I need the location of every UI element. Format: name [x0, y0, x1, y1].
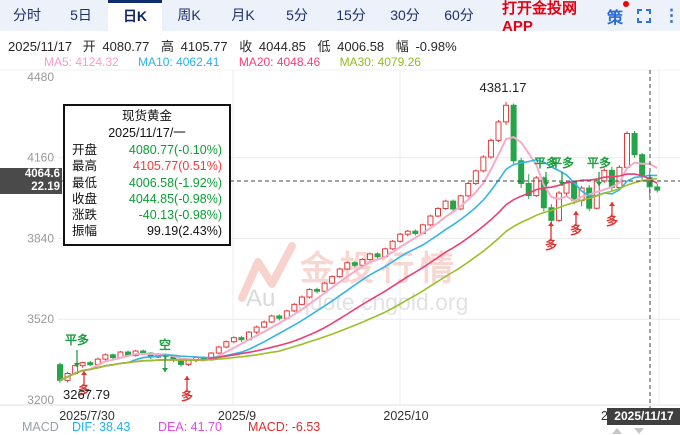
close-label: 收 — [239, 39, 253, 54]
strategy-label: 策 — [606, 9, 623, 27]
crosshair-date-badge: 2025/11/17 — [607, 408, 680, 425]
tab-5day[interactable]: 5日 — [70, 7, 92, 23]
x-axis-label: 2025/7/30 — [59, 409, 115, 423]
ma-line-ma5 — [59, 136, 658, 382]
y-axis-label: 3520 — [27, 312, 54, 326]
tooltip-title: 现货黄金 — [121, 109, 172, 123]
svg-text:Au: Au — [246, 285, 275, 312]
macd-label: MACD — [22, 420, 59, 434]
crosshair-indicator-value: 22.19 — [31, 181, 60, 193]
trade-signal-annotation: 平多 — [65, 332, 89, 367]
tooltip-row: 振幅 99.19(2.43%) — [72, 224, 222, 239]
trade-signal-annotation: 空 — [159, 337, 171, 372]
scroll-up-triangle-icon[interactable] — [612, 428, 622, 434]
trade-signal-annotation: 多 — [570, 211, 582, 237]
ohlc-tooltip: 现货黄金 2025/11/17/一 开盘 4080.77(-0.10%) 最高 410… — [63, 104, 231, 246]
tooltip-row: 开盘 4080.77(-0.10%) — [72, 143, 222, 157]
tab-5min[interactable]: 5分 — [286, 7, 308, 23]
scroll-down-triangle-icon[interactable] — [634, 428, 644, 434]
ma20-value: MA20: 4048.46 — [238, 55, 321, 69]
strategy-button[interactable]: 策 — [606, 0, 629, 28]
trade-signal-annotation: 平多 — [550, 155, 574, 186]
crosshair-price: 4064.6 — [24, 168, 60, 180]
ma5-value: MA5: 4124.32 — [44, 55, 119, 69]
svg-text:平多: 平多 — [587, 155, 611, 170]
open-label: 开 — [82, 39, 96, 54]
tooltip-rows: 开盘 4080.77(-0.10%) 最高 4105.77(0.51%) 最低 4006.… — [72, 142, 222, 240]
trade-signal-annotation: 多 — [78, 371, 90, 397]
tab-daily-k[interactable]: 日K — [108, 0, 162, 31]
svg-text:空: 空 — [159, 337, 171, 352]
crosshair-price-badge: 4064.6 22.19 — [0, 168, 62, 194]
dea-value: DEA: 41.70 — [158, 420, 222, 434]
y-axis-label: 3840 — [27, 231, 54, 245]
svg-text:平多: 平多 — [550, 155, 574, 170]
low-label: 低 — [317, 39, 331, 54]
ma-values-row: MA5: 4124.32 MA10: 4062.41 MA20: 4048.46… — [44, 55, 437, 69]
fullscreen-icon[interactable] — [637, 8, 651, 23]
tab-60min[interactable]: 60分 — [444, 7, 474, 23]
x-axis-label: 2025/9 — [217, 409, 257, 423]
macd-value: MACD: -6.53 — [248, 420, 321, 434]
svg-text:多: 多 — [570, 222, 582, 237]
tooltip-row: 最低 4006.58(-1.92%) — [72, 175, 222, 190]
range-value: -0.98% — [415, 39, 457, 54]
high-label: 高 — [161, 39, 175, 54]
tab-monthly-k[interactable]: 月K — [231, 7, 255, 23]
svg-text:多: 多 — [78, 382, 90, 397]
candlestick-series — [57, 101, 661, 383]
trade-signal-annotation: 平多 — [534, 155, 558, 186]
y-axis-label: 4160 — [27, 151, 54, 165]
tooltip-row: 收盘 4044.85(-0.98%) — [72, 191, 222, 206]
dif-value: DIF: 38.43 — [72, 420, 131, 434]
tooltip-row: 最高 4105.77(0.51%) — [72, 159, 222, 174]
open-app-link[interactable]: 打开金投网APP — [502, 0, 578, 35]
trade-signal-annotation: 多 — [545, 222, 557, 252]
range-label: 幅 — [395, 39, 409, 54]
period-tabbar: 分时 5日 日K 周K 月K 5分 15分 30分 60分 打开金投网APP 策… — [0, 0, 680, 35]
low-value: 4006.58 — [337, 39, 385, 54]
ma10-value: MA10: 4062.41 — [138, 55, 220, 69]
notification-dot — [623, 0, 629, 7]
tooltip-row: 涨跌 -40.13(-0.98%) — [72, 208, 222, 223]
svg-text:多: 多 — [606, 213, 618, 228]
ma-line-ma10 — [59, 158, 658, 382]
trade-signal-annotation: 多 — [606, 202, 618, 228]
high-value: 4105.77 — [180, 39, 228, 54]
trade-signal-annotation: 多 — [181, 376, 193, 403]
svg-text:平多: 平多 — [534, 155, 558, 170]
svg-text:多: 多 — [545, 237, 557, 252]
ma30-value: MA30: 4079.26 — [339, 55, 421, 69]
ohlc-summary-row: 2025/11/17 开 4080.77 高 4105.77 收 4044.85… — [8, 36, 465, 55]
tab-30min[interactable]: 30分 — [390, 7, 420, 23]
svg-text:平多: 平多 — [65, 332, 89, 347]
peak-price-label: 4381.17 — [480, 80, 527, 95]
tab-weekly-k[interactable]: 周K — [177, 7, 201, 23]
close-value: 4044.85 — [258, 39, 306, 54]
tooltip-date: 2025/11/17/一 — [108, 126, 186, 140]
low-price-label: 3267.79 — [63, 387, 110, 402]
x-axis-label: 2025/10 — [383, 409, 429, 423]
y-axis-label: 3200 — [27, 393, 54, 407]
kebab-menu-icon[interactable]: ⋮ — [663, 5, 680, 25]
macd-indicator-row: MACD DIF: 38.43 DEA: 41.70 MACD: -6.53 — [0, 420, 680, 435]
tab-minute[interactable]: 分时 — [13, 7, 41, 23]
summary-date: 2025/11/17 — [8, 39, 73, 54]
open-value: 4080.77 — [102, 39, 150, 54]
trade-signal-annotation: 平多 — [587, 155, 611, 186]
svg-text:多: 多 — [181, 388, 193, 403]
y-axis-label: 4480 — [27, 70, 54, 84]
ma-line-ma30 — [59, 177, 658, 382]
tab-15min[interactable]: 15分 — [336, 7, 366, 23]
